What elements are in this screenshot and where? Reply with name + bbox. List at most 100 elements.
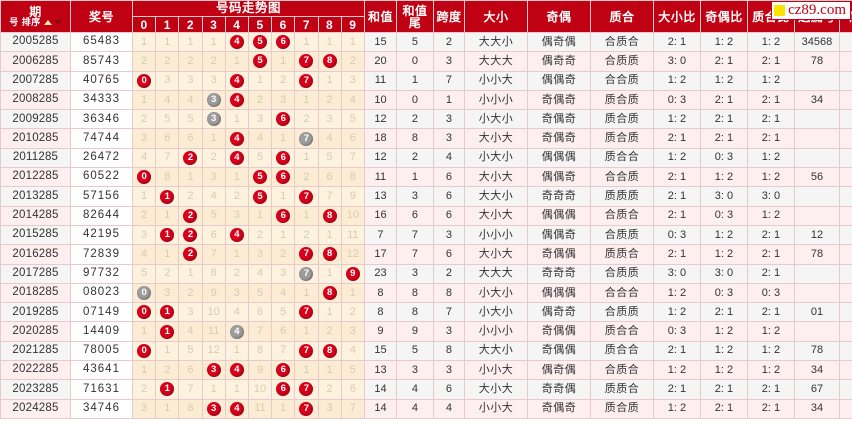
table-row[interactable]: 2023285 71631 2 1 7 1 1 10 6 7 2 6 14 4 6 大小大 奇奇偶 质质合 2: 1…: [0, 379, 852, 400]
miss-count: 5: [349, 112, 356, 125]
hit-ball-icon: 7: [299, 401, 314, 416]
header-parity: 奇偶: [526, 0, 591, 33]
trend-cell-hit-2: 2: [178, 147, 203, 169]
table-row[interactable]: 2024285 34746 3 1 8 3 4 11 1 7 3 7 14 4 4 小小大 奇偶奇 质合质 1: 2…: [0, 398, 852, 419]
trend-cell-hit-3: 3: [201, 398, 226, 419]
header-size-ratio: 大小比: [652, 0, 701, 33]
parity-ratio-value: 3: 0: [699, 186, 748, 207]
issue-number[interactable]: 2005285: [0, 31, 71, 53]
span-value: 3: [432, 51, 465, 72]
issue-number[interactable]: 2009285: [0, 109, 71, 130]
table-row[interactable]: 2016285 72839 4 1 2 7 1 3 2 7 8 12 17 7 6 大小大 奇偶偶 质质合 2: 1…: [0, 244, 852, 265]
trend-cell-hit-9: 9: [340, 263, 365, 284]
header-issue[interactable]: 期 号 排序: [0, 0, 71, 33]
trend-cell-hit-7: 7: [294, 70, 319, 91]
issue-number[interactable]: 2016285: [0, 244, 71, 265]
count-value: 2: [838, 321, 852, 342]
header-sum-tail: 和值尾: [395, 0, 434, 33]
issue-number[interactable]: 2006285: [0, 51, 71, 72]
parity-ratio-value: 1: 2: [699, 340, 748, 362]
issue-number[interactable]: 2021285: [0, 340, 71, 362]
prime-ratio-value: 2: 1: [746, 302, 795, 323]
sum-tail-value: 0: [395, 51, 434, 72]
issue-number[interactable]: 2023285: [0, 379, 71, 400]
header-digit-0: 0: [131, 16, 157, 33]
hit-ball-icon: 2: [183, 150, 198, 165]
issue-number[interactable]: 2012285: [0, 167, 71, 188]
issue-number[interactable]: 2015285: [0, 224, 71, 246]
issue-number[interactable]: 2013285: [0, 186, 71, 207]
trend-cell-miss-7: 1: [294, 31, 319, 53]
table-row[interactable]: 2014285 82644 2 1 2 5 3 1 6 1 8 10 16 6 6 大小大 偶偶偶 合质合 2: 1…: [0, 205, 852, 226]
trend-cell-miss-1: 6: [155, 128, 180, 149]
parity-value: 奇偶偶: [526, 244, 591, 265]
issue-number[interactable]: 2010285: [0, 128, 71, 149]
issue-number[interactable]: 2019285: [0, 302, 71, 323]
hit-ball-icon: 0: [137, 305, 152, 320]
miss-count: 2: [256, 93, 264, 106]
header-sort-label[interactable]: 排序: [21, 17, 41, 27]
size-value: 大小大: [463, 244, 528, 265]
trend-cell-miss-9: 1: [340, 282, 365, 304]
issue-number[interactable]: 2018285: [0, 282, 71, 304]
miss-count: 3: [233, 209, 240, 222]
table-row[interactable]: 2018285 08023 0 3 2 9 3 5 4 1 8 1 8 8 8 小大小 偶偶偶 合合合 1: 2 0:…: [0, 282, 852, 304]
repeat-ball-icon: 7: [299, 131, 314, 146]
trend-cell-miss-2: 4: [178, 321, 203, 342]
issue-number[interactable]: 2022285: [0, 360, 71, 381]
trend-cell-hit-2: 2: [178, 205, 203, 226]
trend-cell-miss-1: 1: [155, 205, 180, 226]
issue-number[interactable]: 2014285: [0, 205, 71, 226]
miss-count: 7: [280, 344, 287, 357]
table-row[interactable]: 2021285 78005 0 1 5 12 1 8 7 7 8 4 15 5 8 大大小 奇偶偶 质合合 2: 1…: [0, 340, 852, 362]
header-span: 跨度: [432, 0, 465, 33]
size-ratio-value: 2: 1: [652, 128, 701, 149]
sum-tail-value: 3: [395, 186, 434, 207]
trend-cell-hit-7: 7: [294, 244, 319, 265]
miss-count: 5: [164, 112, 171, 125]
trend-cell-repeat-7: 7: [294, 128, 319, 149]
trend-cell-miss-0: 1: [131, 31, 157, 53]
header-digit-5: 5: [247, 16, 273, 33]
sum-value: 13: [363, 360, 397, 381]
sum-tail-value: 5: [395, 340, 434, 362]
trend-cell-miss-3: 2: [201, 147, 226, 169]
issue-number[interactable]: 2008285: [0, 89, 71, 111]
trend-cell-miss-5: 2: [247, 224, 273, 246]
trend-cell-miss-5: 5: [247, 147, 273, 169]
hit-ball-icon: 3: [206, 401, 221, 416]
issue-number[interactable]: 2020285: [0, 321, 71, 342]
issue-number[interactable]: 2017285: [0, 263, 71, 284]
issue-number[interactable]: 2011285: [0, 147, 71, 169]
sort-ascending-icon[interactable]: [43, 20, 52, 25]
issue-number[interactable]: 2007285: [0, 70, 71, 91]
trend-cell-hit-5: 5: [247, 186, 273, 207]
sort-arrows[interactable]: [43, 20, 62, 25]
hit-ball-icon: 1: [160, 228, 175, 243]
miss-count: 7: [256, 325, 264, 338]
sort-descending-icon[interactable]: [53, 20, 62, 25]
trend-cell-miss-3: 11: [201, 321, 226, 342]
trend-cell-miss-2: 7: [178, 379, 203, 400]
sum-value: 11: [363, 70, 397, 91]
trend-cell-miss-8: 1: [317, 70, 342, 91]
sum-tail-value: 7: [395, 244, 434, 265]
trend-cell-miss-9: 3: [340, 321, 365, 342]
issue-number[interactable]: 2024285: [0, 398, 71, 419]
miss-count: 2: [141, 382, 148, 395]
